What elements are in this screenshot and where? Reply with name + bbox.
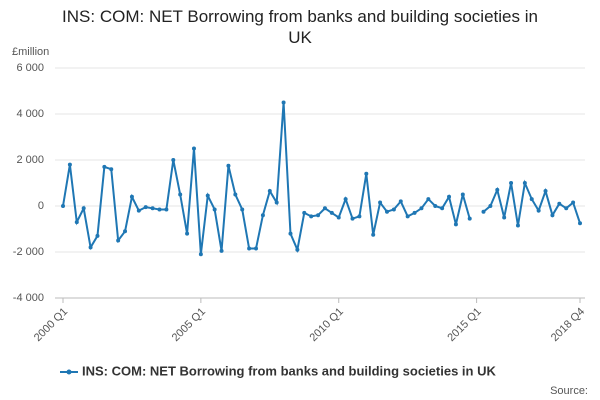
data-point: [205, 193, 210, 198]
data-point: [143, 205, 148, 210]
data-point: [109, 167, 114, 172]
data-point: [288, 231, 293, 236]
data-point: [260, 213, 265, 218]
y-axis-label: £million: [12, 46, 49, 58]
data-point: [384, 209, 389, 214]
data-point: [226, 163, 231, 168]
data-point: [74, 220, 79, 225]
x-tick-label: 2005 Q1: [170, 306, 208, 344]
y-tick-label: 2 000: [16, 154, 44, 166]
data-point: [453, 222, 458, 227]
data-point: [440, 206, 445, 211]
y-tick-label: -4 000: [13, 292, 44, 304]
data-point: [502, 215, 507, 220]
data-point: [460, 192, 465, 197]
data-point: [522, 181, 527, 185]
data-point: [309, 214, 314, 219]
data-point: [412, 210, 417, 215]
data-point: [536, 208, 541, 213]
data-point: [557, 201, 562, 206]
data-point: [191, 146, 196, 151]
data-point: [185, 231, 190, 236]
data-point: [157, 207, 162, 212]
data-point: [488, 204, 493, 208]
data-point: [391, 207, 396, 212]
data-point: [178, 192, 183, 197]
data-point: [281, 100, 286, 105]
data-point: [254, 246, 259, 251]
data-point: [350, 216, 355, 221]
source: Source:: [550, 385, 588, 397]
y-tick-label: 4 000: [16, 108, 44, 120]
data-point: [467, 216, 472, 221]
data-point: [329, 210, 334, 215]
data-point: [61, 204, 65, 208]
data-point: [398, 199, 403, 204]
x-tick-label: 2010 Q1: [308, 306, 346, 344]
data-point: [212, 207, 217, 212]
data-point: [364, 171, 369, 176]
x-tick-label: 2018 Q4: [549, 306, 587, 344]
data-point: [371, 232, 376, 237]
data-point: [267, 189, 272, 194]
data-point: [571, 200, 576, 205]
data-point: [378, 200, 383, 205]
data-point: [198, 252, 203, 257]
data-point: [240, 207, 245, 212]
data-point: [316, 213, 321, 218]
data-point: [81, 206, 86, 211]
data-point: [233, 192, 238, 197]
data-point: [116, 238, 121, 243]
x-tick-label: 2000 Q1: [32, 306, 70, 344]
data-point: [88, 245, 93, 250]
y-tick-label: -2 000: [13, 246, 44, 258]
y-tick-label: 6 000: [16, 62, 44, 74]
y-tick-label: 0: [38, 200, 44, 212]
data-point: [136, 208, 141, 213]
data-point: [419, 206, 424, 211]
data-point: [295, 247, 300, 252]
legend-label: INS: COM: NET Borrowing from banks and b…: [82, 363, 496, 378]
data-point: [129, 194, 134, 199]
data-point: [171, 158, 176, 162]
data-point: [322, 206, 327, 211]
data-point: [164, 207, 169, 212]
data-point: [67, 162, 72, 167]
data-point: [481, 209, 486, 214]
data-point: [529, 197, 534, 202]
data-point: [150, 206, 155, 211]
legend-swatch-dot: [66, 369, 72, 375]
data-point: [343, 197, 348, 202]
data-point: [302, 210, 307, 215]
data-point: [447, 194, 452, 199]
data-point: [426, 197, 431, 202]
data-point: [357, 214, 362, 219]
data-point: [550, 213, 555, 218]
data-point: [219, 248, 224, 253]
data-point: [247, 246, 252, 251]
series-line: [62, 102, 581, 255]
data-point: [578, 221, 582, 226]
data-point: [495, 187, 500, 192]
data-point: [274, 200, 279, 205]
data-point: [543, 189, 548, 194]
data-point: [102, 164, 107, 169]
data-point: [564, 206, 569, 211]
data-point: [509, 181, 514, 185]
data-point: [433, 204, 438, 208]
data-point: [336, 215, 341, 220]
data-point: [95, 233, 100, 238]
x-tick-label: 2015 Q1: [445, 306, 483, 344]
data-point: [123, 229, 128, 234]
data-point: [405, 214, 410, 219]
data-point: [515, 223, 520, 228]
chart-title: INS: COM: NET Borrowing from banks and b…: [62, 7, 538, 47]
